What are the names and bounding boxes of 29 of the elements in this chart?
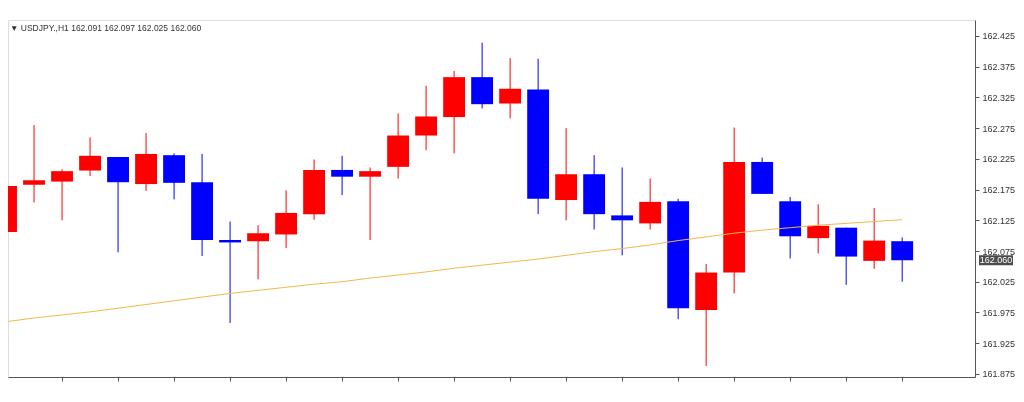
candlestick — [359, 166, 382, 241]
candlestick — [331, 155, 354, 196]
candlestick — [23, 124, 45, 203]
y-tick-label: 161.975 — [982, 307, 1016, 318]
y-tick-label: 162.425 — [982, 31, 1016, 42]
candlestick — [891, 237, 914, 283]
candlestick — [863, 207, 886, 270]
y-tick-label: 162.075 — [982, 246, 1016, 257]
y-tick-label: 162.275 — [982, 123, 1016, 134]
y-tick-label: 162.325 — [982, 92, 1016, 103]
candlestick — [247, 224, 269, 280]
y-tick-label: 162.125 — [982, 215, 1016, 226]
line-series — [8, 219, 903, 323]
candlestick — [79, 136, 101, 177]
candlestick — [275, 189, 298, 249]
text: 162.060 — [979, 255, 1013, 266]
y-tick-label: 162.175 — [982, 185, 1016, 196]
candlestick — [611, 166, 634, 256]
candlestick — [499, 57, 522, 119]
candlestick — [51, 168, 73, 221]
y-tick-label: 162.025 — [982, 277, 1016, 288]
candlestick — [639, 178, 662, 231]
y-tick-label: 161.925 — [982, 338, 1016, 349]
y-tick-label: 162.375 — [982, 62, 1016, 73]
y-tick-label: 161.875 — [982, 369, 1016, 380]
y-tick-label: 162.225 — [982, 154, 1016, 165]
candlestick — [415, 85, 438, 151]
candlestick — [807, 203, 830, 254]
chart-title: ▼ USDJPY.,H1 162.091 162.097 162.025 162.060 — [10, 22, 202, 33]
